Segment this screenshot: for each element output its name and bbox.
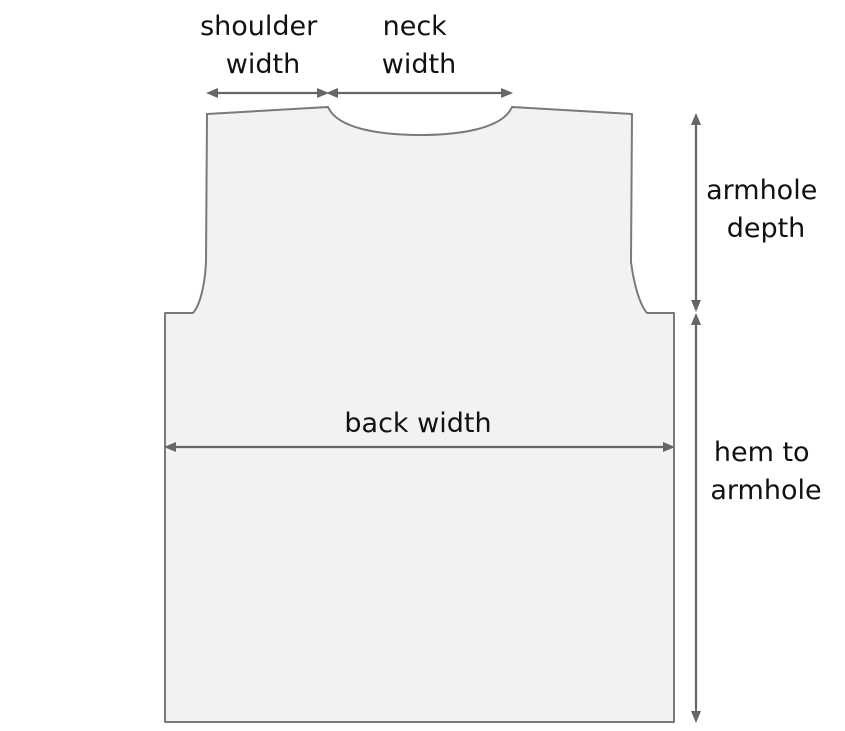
neck-width-arrow	[326, 88, 513, 98]
armhole-depth-arrow	[691, 113, 701, 312]
neck-width-label: neck width	[382, 11, 456, 80]
sweater-back-piece	[164, 106, 675, 723]
back-width-arrow	[164, 442, 675, 452]
armhole-depth-label: armhole depth	[706, 175, 826, 244]
shoulder-width-label: shoulder width	[200, 11, 326, 80]
back-width-label: back width	[344, 408, 491, 439]
hem-to-armhole-label: hem to armhole	[710, 437, 821, 506]
shoulder-width-arrow	[206, 88, 329, 98]
hem-to-armhole-arrow	[691, 313, 701, 723]
